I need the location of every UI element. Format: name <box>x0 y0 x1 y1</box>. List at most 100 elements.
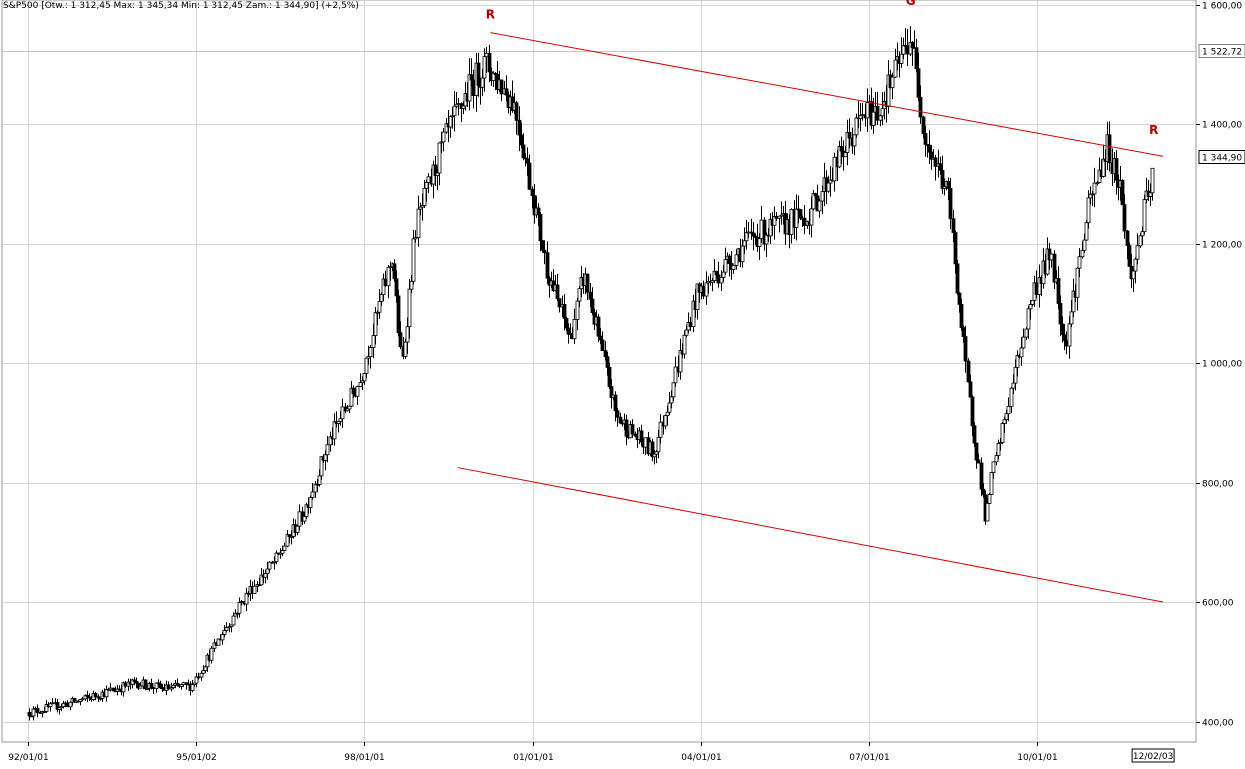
candle-body <box>1024 328 1029 338</box>
candle-body <box>658 421 663 438</box>
candle-body <box>209 647 214 661</box>
candle-body <box>1064 340 1069 347</box>
candle-body <box>123 682 128 687</box>
candle-body <box>297 511 302 527</box>
candle-body <box>199 672 204 678</box>
candle-body <box>910 41 915 49</box>
candle-body <box>351 387 356 395</box>
candle-body <box>665 411 670 417</box>
candle-body <box>499 79 504 95</box>
candle-body <box>1138 235 1143 247</box>
candle-body <box>590 298 595 313</box>
candle-body <box>847 132 852 139</box>
candle-body <box>966 360 971 383</box>
candle-body <box>817 200 822 212</box>
candle-body <box>65 702 70 708</box>
candle-body <box>437 142 442 174</box>
candle-body <box>27 711 32 717</box>
candle-body <box>282 545 287 551</box>
candle-body <box>832 156 837 182</box>
candle-body <box>407 288 412 328</box>
candle-body <box>274 552 279 563</box>
candle-body <box>878 115 883 121</box>
candle-body <box>1002 419 1007 424</box>
x-tick-label: 01/01/01 <box>513 753 553 763</box>
candle-body <box>222 630 227 635</box>
candle-body <box>469 74 474 81</box>
candle-body <box>740 245 745 263</box>
candle-body <box>751 232 756 237</box>
y-tick-label: 1 600,00 <box>1202 2 1242 12</box>
candle-body <box>1056 278 1061 304</box>
candle-body <box>562 303 567 319</box>
candle-body <box>31 708 36 717</box>
candle-body <box>540 240 545 251</box>
reference-label-box <box>1198 44 1245 58</box>
candle-body <box>181 682 186 685</box>
candle-body <box>938 163 943 171</box>
y-tick-label: 400,00 <box>1202 719 1234 729</box>
candle-body <box>201 670 206 674</box>
candle-body <box>203 666 208 671</box>
candle-body <box>609 386 614 399</box>
candle-body <box>1133 258 1138 272</box>
candle-body <box>1021 336 1026 349</box>
candle-body <box>196 676 201 679</box>
y-tick-label: 600,00 <box>1202 599 1234 609</box>
candle-body <box>744 232 749 242</box>
candle-body <box>441 131 446 143</box>
current-value-box <box>1198 150 1245 164</box>
candle-body <box>96 696 101 699</box>
candle-body <box>476 62 481 86</box>
candle-body <box>970 396 975 427</box>
candle-body <box>916 68 921 98</box>
candle-body <box>959 303 964 328</box>
candle-body <box>890 76 895 89</box>
candle-body <box>55 702 60 710</box>
candle-body <box>914 47 919 70</box>
candle-body <box>347 405 352 410</box>
candle-body <box>572 319 577 340</box>
candle-body <box>403 341 408 357</box>
candle-body <box>957 292 962 305</box>
candle-body <box>1092 182 1097 195</box>
candle-body <box>280 550 285 554</box>
candle-body <box>1062 334 1067 342</box>
candle-body <box>194 676 199 684</box>
candle-body <box>229 624 234 627</box>
candle-body <box>871 111 876 126</box>
candle-body <box>216 638 221 646</box>
candle-body <box>972 425 977 444</box>
candle-body <box>536 207 541 215</box>
y-tick-label: 1 400,00 <box>1202 121 1242 131</box>
candle-body <box>927 144 932 153</box>
candle-body <box>263 573 268 578</box>
candle-body <box>639 430 644 443</box>
candle-body <box>671 382 676 398</box>
candle-body <box>521 144 526 159</box>
candle-body <box>734 254 739 266</box>
candle-body <box>605 356 610 368</box>
candle-body <box>1080 249 1085 258</box>
candle-body <box>383 278 388 287</box>
candle-body <box>555 284 560 300</box>
candle-body <box>1013 366 1018 384</box>
candle-body <box>600 339 605 352</box>
candle-body <box>394 278 399 297</box>
candle-body <box>1030 299 1035 305</box>
candle-body <box>220 634 225 641</box>
candle-body <box>899 53 904 64</box>
candle-body <box>742 240 747 247</box>
candle-body <box>963 336 968 362</box>
candle-body <box>1077 256 1082 269</box>
candle-body <box>302 516 307 522</box>
candle-body <box>239 601 244 603</box>
candle-body <box>231 615 236 626</box>
candle-body <box>545 252 550 279</box>
candle-body <box>1000 423 1005 444</box>
candle-body <box>802 217 807 226</box>
candle-body <box>398 332 403 348</box>
last-date-label: 12/02/03 <box>1133 752 1173 762</box>
